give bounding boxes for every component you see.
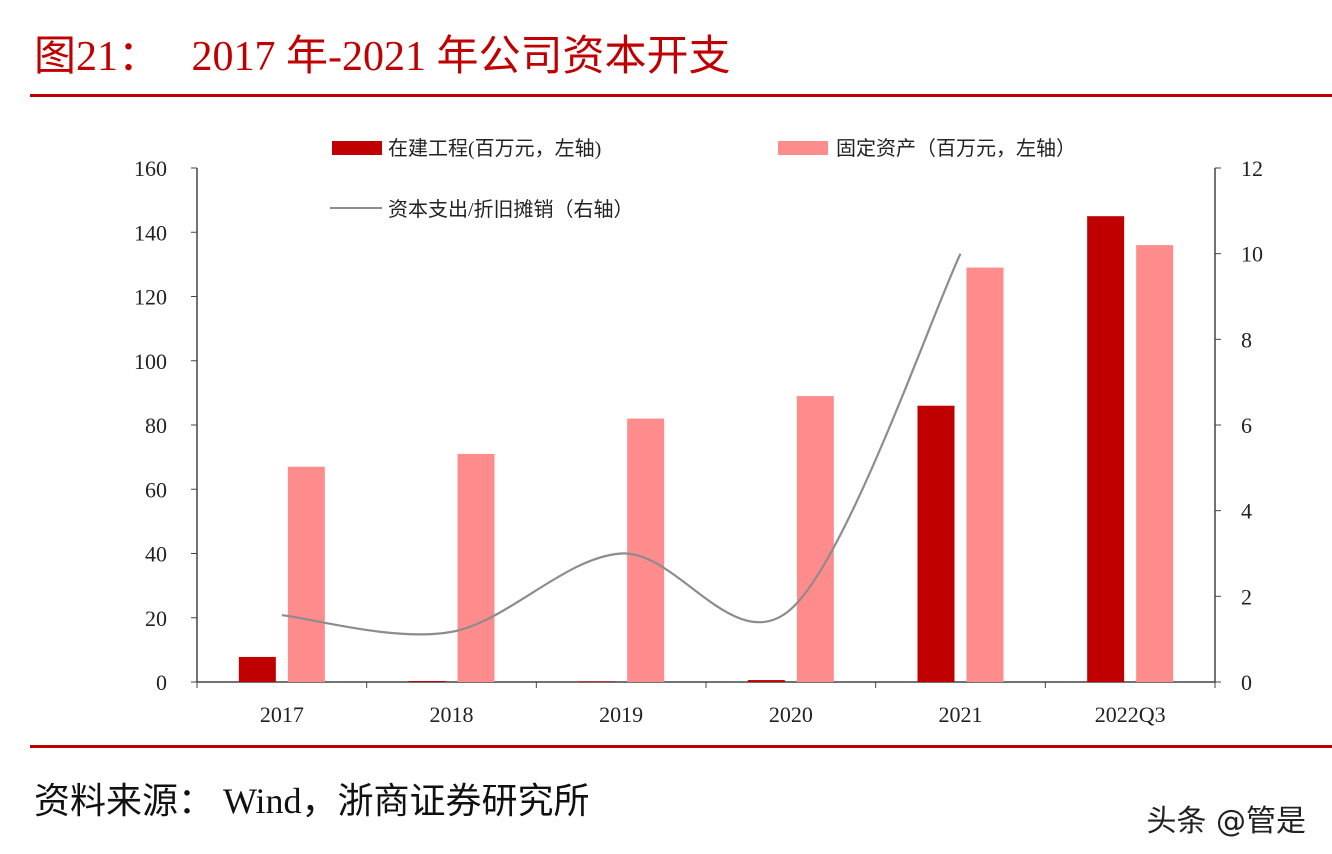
figure-title: 图21： 2017 年-2021 年公司资本开支 — [34, 34, 731, 80]
bar-construction — [578, 681, 616, 682]
left-tick-label: 80 — [145, 413, 167, 438]
left-tick-label: 100 — [134, 349, 167, 374]
source-divider — [30, 745, 1332, 748]
bar-construction — [917, 405, 955, 682]
right-tick-label: 10 — [1241, 242, 1263, 267]
right-tick-label: 0 — [1241, 670, 1252, 695]
legend-label-0: 在建工程(百万元，左轴) — [388, 137, 601, 160]
right-tick-label: 8 — [1241, 327, 1252, 352]
left-tick-label: 20 — [145, 606, 167, 631]
bar-fixed-assets — [627, 418, 665, 682]
bar-fixed-assets — [457, 453, 495, 682]
x-tick-label: 2021 — [939, 702, 983, 727]
bar-fixed-assets — [1136, 245, 1174, 682]
legend-label-1: 固定资产（百万元，左轴） — [836, 137, 1076, 160]
right-tick-label: 6 — [1241, 413, 1252, 438]
left-tick-label: 120 — [134, 285, 167, 310]
right-tick-label: 2 — [1241, 584, 1252, 609]
bar-construction — [747, 680, 785, 682]
title-divider — [30, 94, 1332, 97]
bar-fixed-assets — [796, 396, 834, 682]
x-tick-label: 2020 — [769, 702, 813, 727]
bar-construction — [1087, 216, 1125, 682]
x-tick-label: 2022Q3 — [1095, 702, 1166, 727]
right-tick-label: 4 — [1241, 499, 1252, 524]
left-tick-label: 60 — [145, 477, 167, 502]
x-tick-label: 2019 — [599, 702, 643, 727]
bar-fixed-assets — [966, 267, 1004, 682]
legend-label-2: 资本支出/折旧摊销（右轴） — [388, 198, 634, 221]
x-tick-label: 2018 — [430, 702, 474, 727]
bar-construction — [238, 656, 276, 682]
left-tick-label: 0 — [156, 670, 167, 695]
right-tick-label: 12 — [1241, 156, 1263, 181]
source-note: 资料来源： Wind，浙商证券研究所 — [34, 781, 590, 821]
capex-depreciation-line — [281, 253, 962, 636]
watermark: 头条 @管是 — [1146, 804, 1306, 839]
x-tick-label: 2017 — [260, 702, 304, 727]
left-tick-label: 160 — [134, 156, 167, 181]
bar-fixed-assets — [287, 466, 325, 682]
legend-swatch-1 — [778, 141, 828, 155]
legend: 在建工程(百万元，左轴) 固定资产（百万元，左轴） 资本支出/折旧摊销（右轴） — [330, 137, 1076, 221]
bar-construction — [408, 681, 446, 682]
left-tick-label: 140 — [134, 220, 167, 245]
legend-swatch-0 — [332, 141, 382, 155]
left-tick-label: 40 — [145, 542, 167, 567]
